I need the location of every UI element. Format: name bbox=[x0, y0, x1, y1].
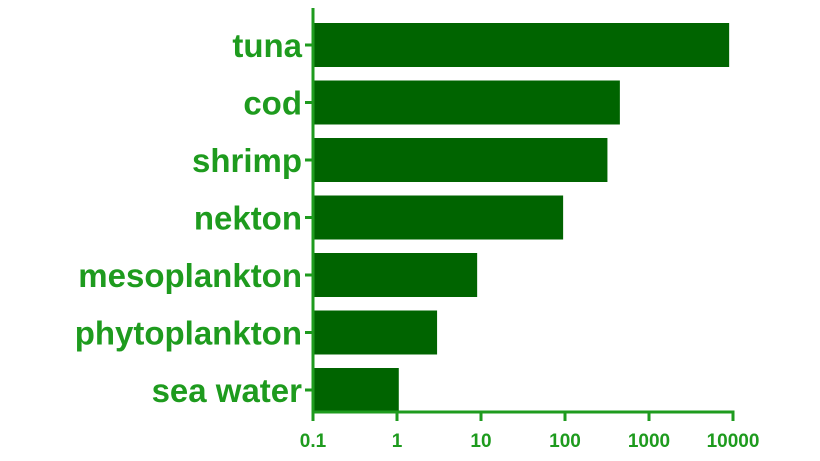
bar-phytoplankton bbox=[313, 310, 438, 355]
x-tick-label: 100 bbox=[549, 431, 581, 452]
x-tick-label: 1000 bbox=[628, 431, 670, 452]
bar-sea-water bbox=[313, 368, 399, 412]
x-tick-label: 1 bbox=[392, 431, 403, 452]
bar-shrimp bbox=[313, 138, 608, 182]
bar-mesoplankton bbox=[313, 253, 478, 297]
x-tick-label: 10 bbox=[470, 431, 491, 452]
category-label: sea water bbox=[152, 372, 303, 409]
x-tick-labels-group: 0.1 1 10 100 1000 10000 bbox=[300, 431, 760, 452]
bar-tuna bbox=[313, 23, 730, 67]
x-ticks-group bbox=[311, 412, 735, 421]
category-label: tuna bbox=[232, 27, 302, 64]
bar-cod bbox=[313, 80, 620, 125]
y-ticks-group bbox=[305, 43, 313, 392]
bar-nekton bbox=[313, 195, 564, 240]
x-tick-label: 0.1 bbox=[300, 431, 327, 452]
category-label: cod bbox=[243, 85, 302, 122]
category-labels-group: tuna cod shrimp nekton mesoplankton phytoplan… bbox=[75, 27, 303, 409]
category-label: phytoplankton bbox=[75, 315, 302, 352]
category-label: mesoplankton bbox=[78, 257, 302, 294]
bars-group bbox=[313, 23, 730, 412]
x-tick-label: 10000 bbox=[707, 431, 760, 452]
category-label: shrimp bbox=[192, 142, 302, 179]
category-label: nekton bbox=[194, 200, 302, 237]
